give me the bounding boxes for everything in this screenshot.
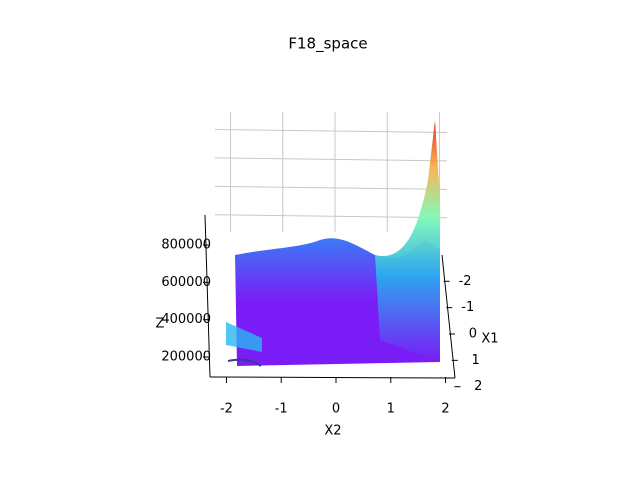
y-tick-label: -2 bbox=[459, 274, 472, 289]
z-tick-label: 200000 bbox=[161, 350, 211, 365]
y-tick-label: 1 bbox=[471, 353, 479, 368]
grid-line bbox=[214, 185, 448, 190]
surface-edge bbox=[226, 322, 262, 352]
z-tick-label: 800000 bbox=[161, 238, 211, 253]
grid-line bbox=[214, 214, 448, 219]
y-tick-label: 2 bbox=[474, 379, 482, 394]
z-tick-label: 600000 bbox=[161, 275, 211, 290]
grid-line bbox=[214, 128, 448, 133]
z-tick-label: 400000 bbox=[161, 312, 211, 327]
x-tick-label: 2 bbox=[441, 402, 449, 417]
grid bbox=[214, 112, 448, 232]
x-axis-label: X2 bbox=[324, 424, 341, 439]
z-axis-label: Z bbox=[156, 317, 165, 332]
x-axis-line bbox=[209, 376, 456, 379]
contour bbox=[227, 358, 262, 367]
chart-title: F18_space bbox=[288, 35, 367, 54]
surface bbox=[226, 120, 440, 367]
y-tick-label: 0 bbox=[469, 327, 477, 342]
x-tick-label: -2 bbox=[220, 402, 233, 417]
surface-spike bbox=[375, 120, 440, 362]
y-axis-label: X1 bbox=[481, 332, 498, 347]
x-tick-label: -1 bbox=[275, 402, 288, 417]
y-axis-line bbox=[441, 254, 456, 379]
y-tick-label: -1 bbox=[461, 300, 474, 315]
x-tick-label: 0 bbox=[332, 402, 340, 417]
z-axis-line bbox=[204, 214, 211, 378]
x-tick-label: 1 bbox=[387, 402, 395, 417]
grid-line bbox=[214, 157, 448, 162]
